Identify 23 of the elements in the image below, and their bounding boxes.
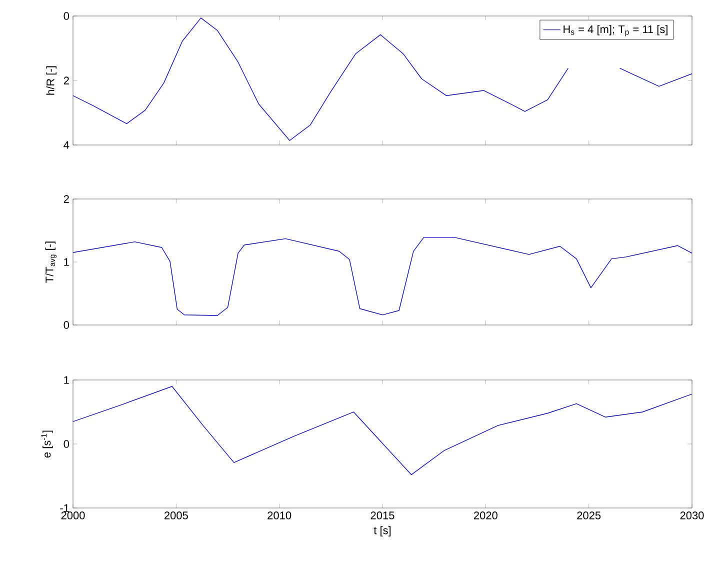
x-tick-label: 2025 — [577, 512, 601, 520]
x-tick-label: 2030 — [680, 512, 704, 520]
x-tick-label: 2000 — [61, 512, 85, 520]
y-tick-label: 0 — [64, 440, 70, 448]
x-tick-label: 2020 — [474, 512, 498, 520]
line-series — [73, 237, 692, 316]
legend-label: H$_{s}$ = 4 [m]; T$_{p}$ = 11 [s] — [564, 25, 668, 36]
y-tick-label: 1 — [64, 376, 69, 384]
x-tick-label: 2005 — [164, 512, 188, 520]
x-tick-label: 2010 — [268, 512, 292, 520]
y-tick-label: 4 — [64, 141, 70, 149]
x-axis-title: t [s] — [374, 526, 391, 536]
y-tick-label: 2 — [64, 195, 69, 203]
y-axis-title: T/T$_{avg}$ [-] — [45, 242, 56, 283]
x-tick-label: 2015 — [370, 512, 394, 520]
y-tick-label: 1 — [64, 258, 69, 266]
y-tick-label: 0 — [64, 12, 70, 20]
y-tick-label: 0 — [64, 321, 70, 329]
y-axis-title: e [s$^{-1}$] — [41, 430, 53, 458]
y-tick-label: -1 — [60, 504, 69, 512]
line-series — [73, 386, 692, 476]
y-tick-label: 2 — [64, 76, 69, 84]
y-axis-title: h/R [-] — [46, 66, 56, 95]
